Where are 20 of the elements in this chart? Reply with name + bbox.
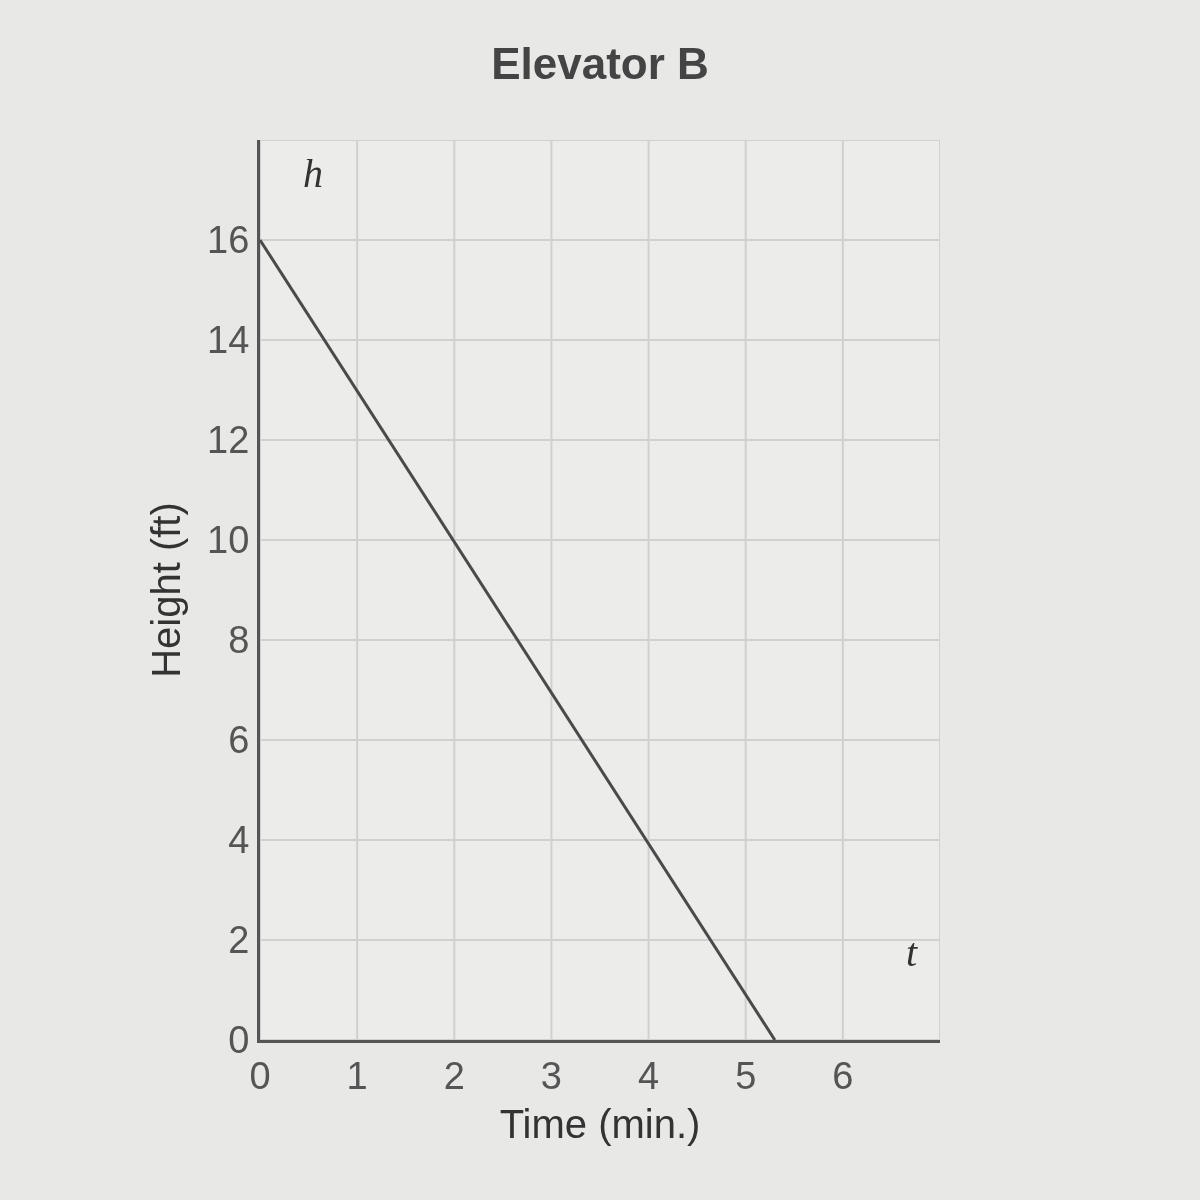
y-tick-label: 0 bbox=[228, 1019, 250, 1062]
annotation: t bbox=[906, 930, 918, 975]
x-tick-label: 5 bbox=[735, 1054, 757, 1097]
annotation: h bbox=[303, 151, 323, 196]
y-tick-label: 10 bbox=[207, 519, 250, 562]
chart-title: Elevator B bbox=[491, 38, 709, 88]
x-tick-label: 6 bbox=[832, 1054, 854, 1097]
x-tick-label: 2 bbox=[443, 1054, 465, 1097]
x-axis-title: Time (min.) bbox=[499, 1102, 701, 1147]
y-tick-label: 8 bbox=[228, 619, 250, 662]
y-tick-label: 16 bbox=[207, 219, 250, 262]
y-tick-label: 2 bbox=[228, 919, 250, 962]
x-tick-label: 1 bbox=[346, 1054, 368, 1097]
y-axis-title: Height (ft) bbox=[143, 502, 188, 678]
y-tick-label: 12 bbox=[207, 419, 250, 462]
y-tick-label: 4 bbox=[228, 819, 250, 862]
x-tick-label: 4 bbox=[638, 1054, 660, 1097]
y-tick-label: 6 bbox=[228, 719, 250, 762]
y-tick-label: 14 bbox=[207, 319, 250, 362]
x-tick-label: 3 bbox=[540, 1054, 562, 1097]
